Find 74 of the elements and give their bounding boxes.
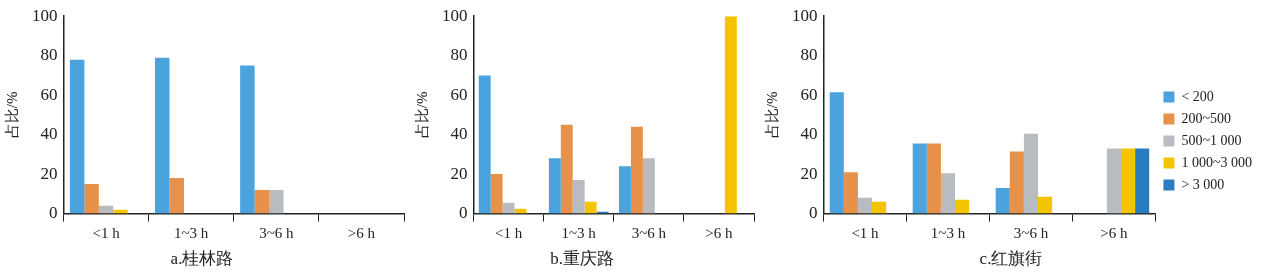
y-tick-label: 0 [809, 203, 818, 223]
bar [940, 173, 956, 214]
bar [69, 59, 85, 214]
y-axis-title: 占比/% [413, 91, 430, 139]
bar [857, 197, 873, 214]
x-tick-label: 1~3 h [930, 224, 966, 241]
bar [560, 124, 573, 214]
y-tick-label: 40 [800, 124, 818, 144]
y-tick-label: 100 [792, 5, 818, 25]
bar [502, 202, 515, 214]
legend-label: > 3 000 [1181, 176, 1225, 192]
bar [829, 92, 844, 214]
bar [169, 178, 184, 214]
bar [1120, 148, 1136, 214]
x-tick-label: >6 h [1100, 224, 1129, 241]
x-tick-label: 1~3 h [174, 224, 209, 241]
legend-label: 200~500 [1181, 110, 1231, 126]
bar [995, 187, 1010, 214]
y-tick-label: 0 [49, 203, 58, 223]
x-tick-label: <1 h [851, 224, 880, 241]
bar [478, 75, 491, 214]
text: a.桂林路 [170, 249, 234, 269]
y-tick-label: 20 [450, 163, 468, 183]
legend-label: 1 000~3 000 [1181, 154, 1252, 170]
y-axis-title: 占比/% [3, 91, 20, 139]
y-tick-label: 80 [800, 45, 818, 65]
y-tick-label: 40 [450, 124, 468, 144]
x-tick-label: >6 h [347, 224, 376, 241]
bar [584, 201, 597, 214]
bar [619, 166, 631, 214]
bar [1009, 151, 1024, 214]
y-tick-label: 20 [40, 163, 58, 183]
bar [630, 126, 643, 214]
x-tick-label: 3~6 h [1013, 224, 1049, 241]
y-tick-label: 60 [40, 84, 58, 104]
bar [240, 65, 255, 214]
y-tick-label: 60 [800, 84, 818, 104]
x-tick-label: >6 h [705, 224, 734, 241]
bar [572, 180, 585, 214]
y-tick-label: 40 [40, 124, 58, 144]
bar [548, 158, 561, 214]
y-tick-label: 100 [442, 5, 468, 25]
y-tick-label: 100 [32, 5, 58, 25]
y-tick-label: 80 [40, 45, 58, 65]
y-tick-label: 20 [800, 163, 818, 183]
bar [724, 16, 737, 214]
bar [1023, 133, 1039, 214]
x-tick-label: 3~6 h [631, 224, 667, 241]
y-tick-label: 80 [450, 45, 468, 65]
x-tick-label: 1~3 h [561, 224, 597, 241]
bar [1106, 148, 1121, 214]
x-tick-label: 3~6 h [259, 224, 294, 241]
y-axis-title: 占比/% [763, 91, 780, 139]
bar [269, 189, 284, 214]
bar [955, 199, 970, 214]
bar [84, 183, 99, 214]
x-tick-label: <1 h [92, 224, 121, 241]
bar [1038, 196, 1053, 214]
y-tick-label: 0 [459, 203, 468, 223]
bar [642, 158, 655, 214]
x-tick-label: <1 h [494, 224, 523, 241]
bar [254, 189, 270, 214]
bar [843, 172, 858, 214]
bar [155, 57, 170, 214]
bar [1135, 148, 1150, 214]
bar [490, 174, 503, 214]
bar [912, 143, 927, 214]
legend-label: < 200 [1181, 88, 1214, 104]
y-tick-label: 60 [450, 84, 468, 104]
text: b.重庆路 [550, 249, 614, 269]
bar [926, 143, 941, 214]
text: c.红旗街 [979, 249, 1043, 269]
bar [872, 201, 887, 214]
legend-label: 500~1 000 [1181, 132, 1242, 148]
